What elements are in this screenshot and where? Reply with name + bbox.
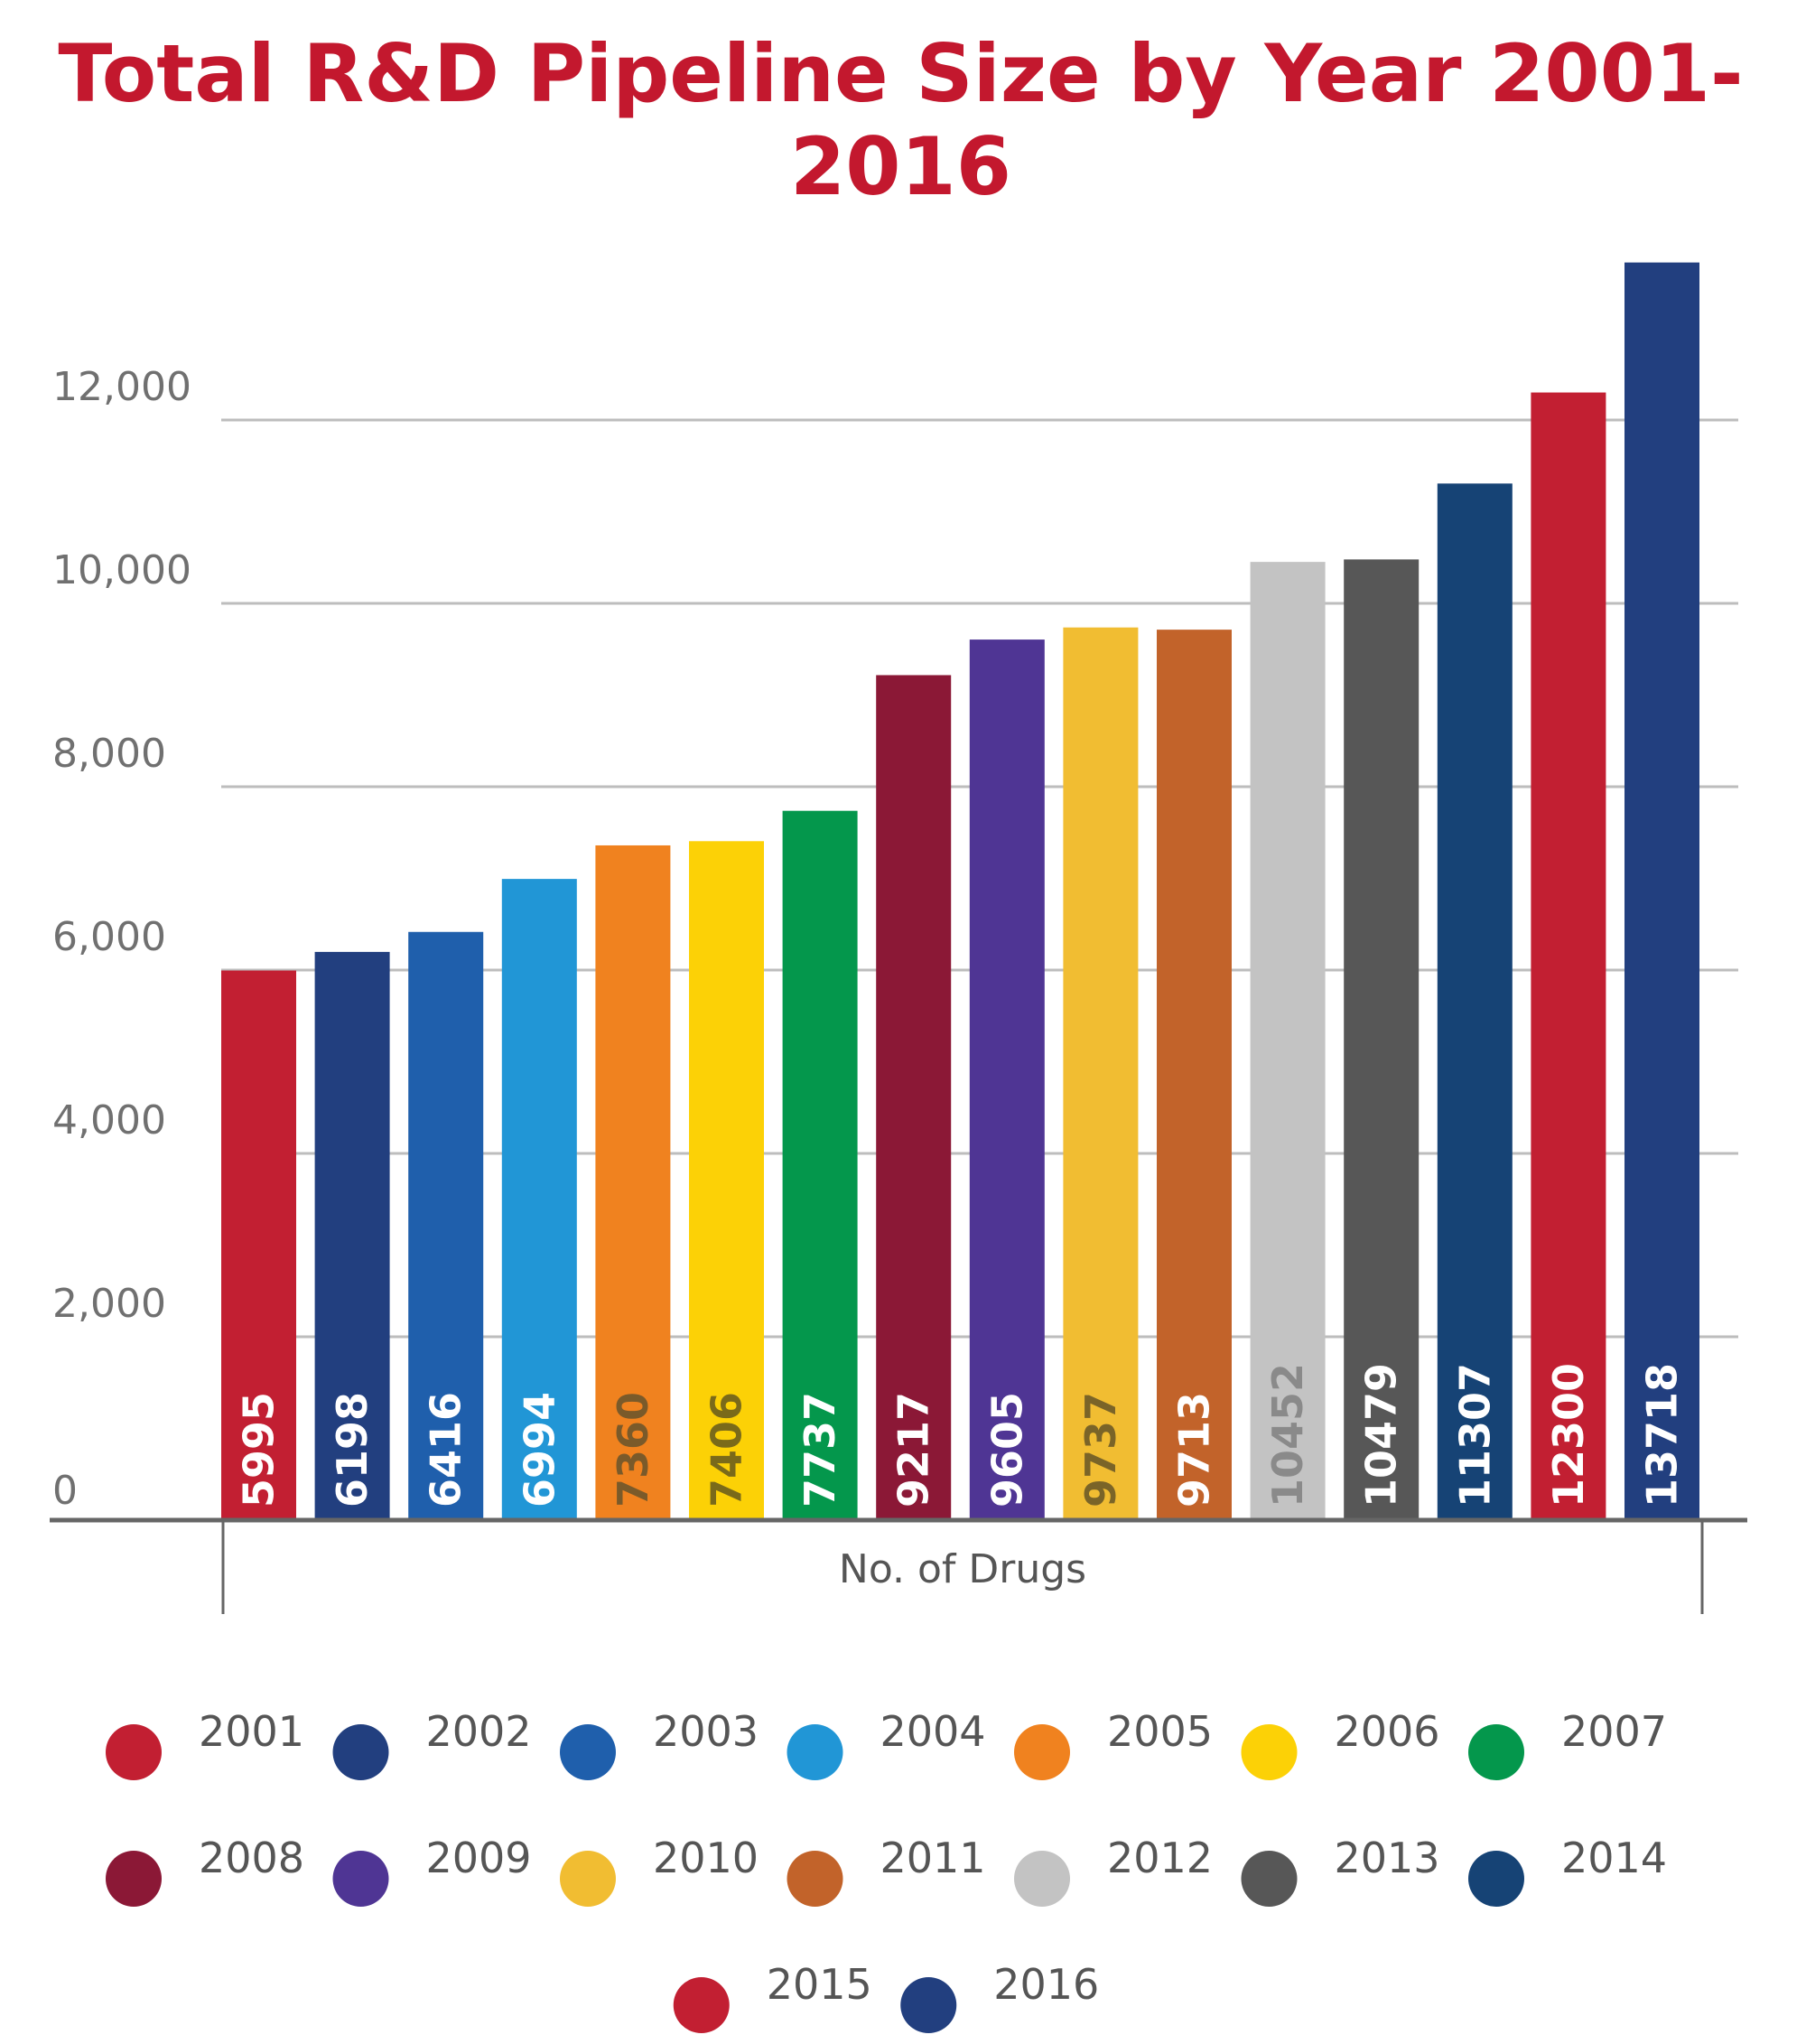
- bar-2010: [1063, 627, 1139, 1520]
- legend-label: 2001: [199, 1707, 304, 1756]
- bar-value-label: 12300: [1544, 1363, 1593, 1507]
- legend-swatch: [560, 1851, 616, 1907]
- bar-2002: [314, 951, 390, 1520]
- legend-swatch: [1014, 1851, 1070, 1907]
- x-axis-label: No. of Drugs: [839, 1546, 1086, 1592]
- chart-title: Total R&D Pipeline Size by Year 2001-201…: [58, 27, 1744, 213]
- legend-swatch: [1014, 1724, 1070, 1780]
- bar-value-label: 7360: [609, 1392, 657, 1507]
- bar-2006: [689, 841, 764, 1520]
- legend-swatch: [106, 1724, 162, 1780]
- bar-value-label: 10452: [1263, 1363, 1312, 1507]
- y-tick-label: 10,000: [52, 547, 191, 593]
- bar-value-label: 9713: [1170, 1392, 1219, 1507]
- legend-label: 2012: [1107, 1834, 1213, 1882]
- legend-swatch: [787, 1724, 843, 1780]
- y-tick-label: 4,000: [52, 1097, 166, 1143]
- bar-value-label: 6198: [328, 1392, 377, 1507]
- bar-value-label: 5995: [235, 1392, 284, 1507]
- bar-2005: [595, 845, 671, 1520]
- legend-swatch: [900, 1977, 957, 2033]
- legend-label: 2015: [767, 1960, 872, 2009]
- bar-value-label: 10479: [1357, 1363, 1406, 1507]
- y-tick-label: 12,000: [52, 364, 191, 410]
- bar-value-label: 6994: [515, 1392, 563, 1507]
- legend-swatch: [1241, 1724, 1298, 1780]
- legend-label: 2016: [993, 1960, 1099, 2009]
- bar-value-label: 9605: [982, 1392, 1031, 1507]
- legend-label: 2008: [199, 1834, 304, 1882]
- legend-label: 2005: [1107, 1707, 1213, 1756]
- bar-2016: [1624, 262, 1699, 1520]
- y-axis-ticks: 0 2,000 4,000 6,000 8,000 10,000 12,000: [52, 364, 191, 1514]
- bar-2014: [1437, 483, 1513, 1520]
- x-axis: No. of Drugs: [50, 1517, 1747, 1614]
- y-tick-label: 8,000: [52, 731, 166, 777]
- legend-label: 2002: [426, 1707, 532, 1756]
- legend-label: 2010: [653, 1834, 759, 1882]
- legend-label: 2009: [426, 1834, 532, 1882]
- bar-2003: [408, 931, 484, 1520]
- bar-value-label: 9737: [1076, 1392, 1125, 1507]
- legend-swatch: [787, 1851, 843, 1907]
- bar-value-label: 13718: [1638, 1363, 1687, 1507]
- legend: 2001 2002 2003 2004 2005 2006 2007 2008 2009 2010…: [106, 1707, 1667, 2033]
- bar-2015: [1531, 392, 1606, 1520]
- legend-label: 2011: [880, 1834, 986, 1882]
- legend-label: 2014: [1561, 1834, 1667, 1882]
- bar-value-label: 7737: [796, 1392, 844, 1507]
- y-tick-label: 6,000: [52, 914, 166, 960]
- bar-value-label: 7406: [703, 1392, 751, 1507]
- bar-2009: [969, 639, 1045, 1520]
- legend-swatch: [1468, 1851, 1524, 1907]
- bar-2012: [1250, 562, 1326, 1520]
- legend-label: 2004: [880, 1707, 986, 1756]
- bar-2001: [221, 970, 296, 1520]
- bars: [221, 262, 1699, 1520]
- legend-label: 2006: [1335, 1707, 1440, 1756]
- bar-data-labels: 5995 6198 6416 6994 7360 7406 7737 9217 9605 9737…: [235, 1363, 1687, 1507]
- y-tick-label: 2,000: [52, 1281, 166, 1327]
- legend-swatch: [1468, 1724, 1524, 1780]
- bar-2013: [1344, 559, 1420, 1520]
- legend-swatch: [673, 1977, 730, 2033]
- legend-swatch: [560, 1724, 616, 1780]
- y-tick-label: 0: [52, 1468, 78, 1514]
- legend-swatch: [1241, 1851, 1298, 1907]
- bar-value-label: 6416: [422, 1392, 470, 1507]
- legend-swatch: [106, 1851, 162, 1907]
- bar-2008: [876, 675, 952, 1520]
- legend-label: 2007: [1561, 1707, 1667, 1756]
- legend-label: 2003: [653, 1707, 759, 1756]
- legend-swatch: [332, 1851, 389, 1907]
- bar-2004: [501, 879, 577, 1520]
- bar-2007: [782, 810, 858, 1520]
- bar-value-label: 9217: [889, 1392, 938, 1507]
- legend-label: 2013: [1335, 1834, 1440, 1882]
- legend-swatch: [332, 1724, 389, 1780]
- bar-value-label: 11307: [1450, 1363, 1499, 1507]
- bar-2011: [1157, 630, 1232, 1520]
